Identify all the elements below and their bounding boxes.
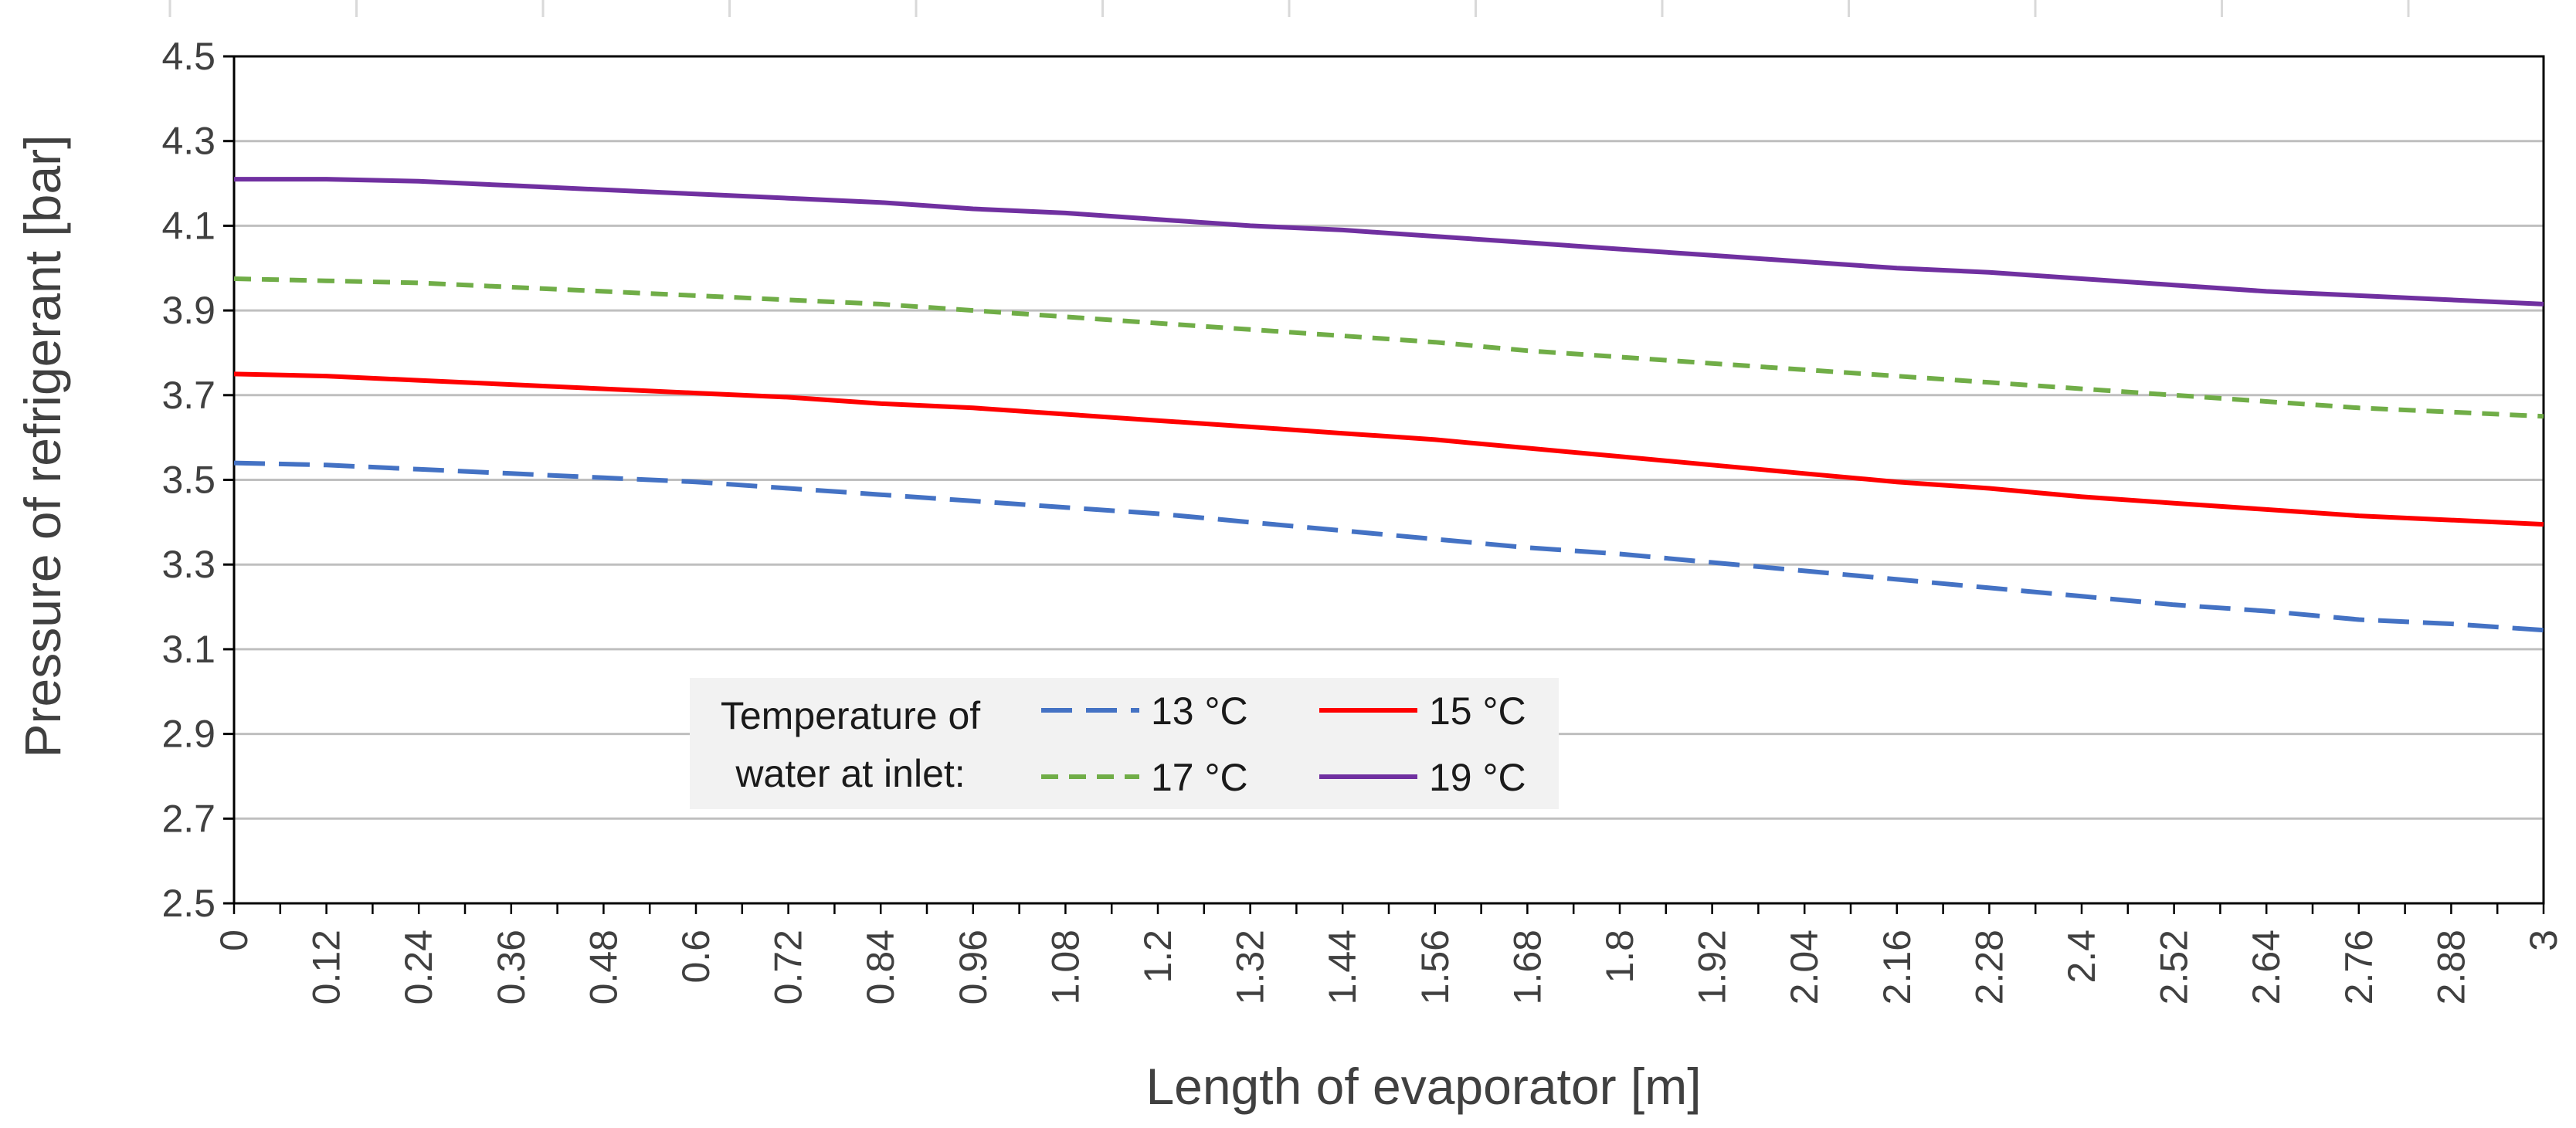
top-tick-marks [168,0,2410,17]
y-tick-label: 3.5 [161,459,216,502]
x-tick-label: 2.04 [1783,930,1826,1004]
x-tick-label: 2.76 [2337,930,2381,1004]
x-tick-label: 1.56 [1414,930,1457,1004]
x-tick-label: 2.52 [2153,930,2196,1004]
x-tick-label: 3 [2522,930,2565,951]
series-line [233,276,2544,419]
x-tick-label: 2.4 [2060,930,2103,984]
legend-label: 15 °C [1429,689,1526,733]
x-tick-label: 0.12 [305,930,348,1004]
x-tick-label: 1.68 [1505,930,1549,1004]
y-tick-label: 3.1 [161,628,216,671]
x-tick-label: 0 [212,930,256,951]
series-line [233,371,2544,527]
x-tick-label: 0.6 [674,930,718,984]
x-tick-label: 0.96 [952,930,995,1004]
x-tick-label: 1.2 [1136,930,1179,984]
gridlines [223,55,2544,905]
y-tick-label: 4.5 [161,35,216,78]
x-tick-label: 0.84 [859,930,902,1004]
y-tick-label: 2.9 [161,713,216,756]
x-tick-label: 1.92 [1691,930,1734,1004]
x-tick-labels: 0 0.12 0.24 0.36 0.48 0.6 0.72 0.84 0.96 1.08 1.2 1… [212,930,2565,1004]
legend-title-line1: Temperature of [721,694,980,737]
legend-label: 17 °C [1151,756,1248,799]
y-tick-label: 4.1 [161,204,216,247]
legend-entries: 13 °C 15 °C 17 °C 19 °C [1041,689,1526,799]
x-tick-label: 2.64 [2245,930,2288,1004]
legend-title-line2: water at inlet: [735,752,965,795]
legend-label: 13 °C [1151,689,1248,733]
series-line [234,177,2544,307]
y-tick-label: 2.7 [161,797,216,840]
y-tick-label: 3.9 [161,289,216,332]
x-tick-label: 0.72 [767,930,810,1004]
y-tick-label: 3.3 [161,543,216,586]
x-tick-label: 0.48 [582,930,625,1004]
x-tick-label: 2.28 [1967,930,2011,1004]
x-tick-label: 1.8 [1598,930,1641,984]
x-minor-ticks [232,903,2545,914]
x-axis-title: Length of evaporator [m] [1145,1058,1701,1115]
series-lines [233,177,2544,633]
y-tick-labels: 2.5 2.7 2.9 3.1 3.3 3.5 3.7 3.9 4.1 4.3 4.5 [161,35,216,925]
y-tick-label: 3.7 [161,374,216,417]
x-tick-label: 2.88 [2429,930,2472,1004]
legend: Temperature of water at inlet: 13 °C 15 °… [690,678,1559,809]
x-tick-label: 1.08 [1044,930,1087,1004]
x-tick-label: 1.44 [1321,930,1364,1004]
x-tick-label: 1.32 [1229,930,1272,1004]
series-line [233,460,2544,633]
legend-background [690,678,1559,809]
x-tick-label: 0.36 [490,930,533,1004]
y-axis-title: Pressure of refrigerant [bar] [14,134,71,757]
y-tick-label: 4.3 [161,120,216,163]
legend-label: 19 °C [1429,756,1526,799]
y-tick-label: 2.5 [161,882,216,925]
x-tick-label: 2.16 [1875,930,1919,1004]
x-tick-label: 0.24 [397,930,440,1004]
